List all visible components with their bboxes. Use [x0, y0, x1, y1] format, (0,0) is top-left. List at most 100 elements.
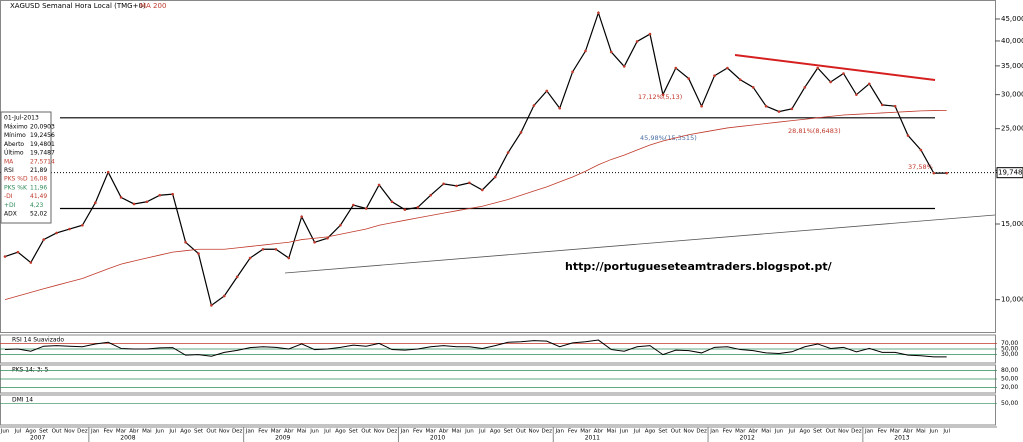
info-value: 21,89	[30, 167, 47, 174]
price-point	[868, 82, 871, 86]
info-value: 4,23	[30, 202, 44, 209]
price-point	[584, 49, 587, 53]
chart-title: XAGUSD Semanal Hora Local (TMG+0)	[10, 2, 146, 10]
series-line	[4, 110, 947, 301]
panel-tick-label: 70,00	[1001, 340, 1018, 347]
x-tick-label: Jul	[14, 429, 22, 435]
price-point	[223, 294, 226, 298]
x-tick-label: Jan	[864, 429, 874, 435]
x-tick-label: Mai	[916, 429, 926, 435]
last-box	[996, 167, 1023, 179]
x-tick-label: Jul	[633, 429, 641, 435]
x-tick-label: Jun	[464, 429, 474, 435]
x-tick-label: Fev	[258, 429, 268, 435]
x-tick-label: Mar	[890, 429, 901, 435]
info-value: 16,08	[30, 176, 47, 183]
panel-tick-label: 50,00	[1001, 346, 1018, 353]
panel-tick-label: 50,00	[1001, 376, 1018, 383]
price-point	[532, 104, 536, 107]
x-tick-label: Jun	[929, 429, 939, 435]
x-tick-label: Jun	[619, 429, 629, 435]
price-point	[700, 104, 703, 108]
x-tick-label: Jan	[554, 429, 564, 435]
x-tick-label: Fev	[723, 429, 733, 435]
price-point	[145, 200, 149, 204]
info-value: 27,5714	[30, 158, 55, 165]
x-tick-label: Jun	[155, 429, 165, 435]
price-point	[635, 40, 639, 43]
info-label: RSI	[4, 167, 14, 174]
x-tick-label: Jan	[90, 429, 100, 435]
price-point	[713, 74, 716, 78]
price-point	[106, 170, 110, 174]
price-point	[313, 240, 316, 244]
price-point	[739, 78, 742, 82]
info-value: 19,2456	[30, 132, 55, 139]
x-tick-label: Abr	[903, 429, 913, 435]
x-tick-label: Out	[826, 429, 837, 435]
x-tick-label: Jul	[478, 429, 486, 435]
price-point	[687, 77, 690, 80]
price-point	[919, 148, 923, 152]
x-tick-label: Set	[39, 429, 49, 435]
x-tick-label: Jul	[323, 429, 331, 435]
x-tick-label: Ago	[645, 429, 656, 435]
price-point	[468, 181, 471, 185]
price-point	[764, 104, 768, 108]
price-point	[610, 50, 613, 54]
annotation: 17,12%(5,13)	[638, 93, 682, 101]
x-tick-label: Out	[361, 429, 372, 435]
price-point	[506, 151, 510, 154]
x-tick-label: Nov	[374, 429, 385, 435]
x-tick-label: Ago	[180, 429, 191, 435]
x-tick-label: Ago	[25, 429, 36, 435]
panel-frame	[0, 394, 996, 426]
panel-line	[4, 339, 947, 358]
year-label: 2008	[120, 435, 135, 442]
price-point	[119, 196, 123, 199]
price-point	[287, 256, 291, 260]
x-tick-label: Out	[671, 429, 682, 435]
x-tick-label: Nov	[64, 429, 75, 435]
x-tick-label: Jun	[309, 429, 319, 435]
info-label: +DI	[4, 202, 16, 209]
x-tick-label: Ago	[490, 429, 501, 435]
price-point	[132, 202, 136, 206]
price-point	[210, 304, 213, 307]
price-point	[16, 250, 20, 254]
year-label: 2012	[740, 435, 755, 442]
price-point	[81, 223, 84, 227]
price-point	[3, 255, 7, 258]
info-label: Último	[4, 150, 24, 157]
price-point	[364, 207, 368, 210]
x-tick-label: Set	[349, 429, 359, 435]
price-point	[816, 66, 819, 70]
x-tick-label: Fev	[877, 429, 887, 435]
x-tick-label: Nov	[219, 429, 230, 435]
panel-title: RSI 14 Suavizado	[12, 337, 64, 344]
info-value: 52,02	[30, 211, 47, 218]
x-tick-label: Nov	[683, 429, 694, 435]
price-point	[171, 192, 174, 196]
x-tick-label: Jul	[788, 429, 796, 435]
x-tick-label: Mai	[297, 429, 307, 435]
price-point	[416, 206, 420, 209]
y-tick-label: 10,000	[1001, 296, 1023, 304]
price-point	[429, 193, 433, 197]
price-point	[893, 104, 897, 108]
x-tick-label: Dez	[851, 429, 862, 435]
year-label: 2009	[275, 435, 290, 442]
info-value: 19,7487	[30, 150, 55, 157]
price-point	[829, 80, 832, 84]
info-label: Mínimo	[4, 132, 26, 139]
x-tick-label: Out	[516, 429, 527, 435]
info-label: Máximo	[4, 124, 28, 131]
x-tick-label: Ago	[335, 429, 346, 435]
price-point	[777, 110, 781, 113]
y-tick-label: 30,000	[1001, 91, 1023, 99]
annotation: 28,81%(8,6483)	[788, 127, 841, 135]
x-tick-label: Dez	[77, 429, 88, 435]
price-point	[274, 247, 278, 251]
x-tick-label: Abr	[284, 429, 294, 435]
